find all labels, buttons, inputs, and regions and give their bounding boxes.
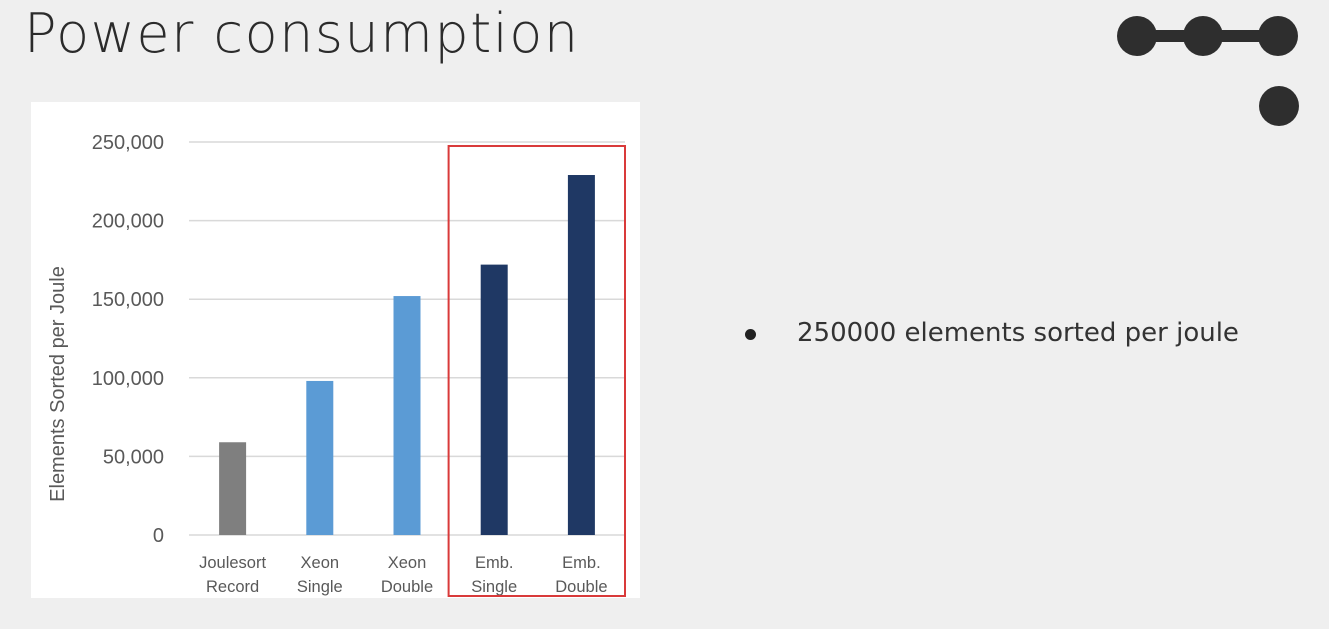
x-tick-label: Emb. [475, 554, 514, 572]
x-tick-label: Xeon [388, 554, 427, 572]
y-tick-label: 0 [153, 525, 164, 547]
slide-title: Power consumption [24, 2, 580, 65]
x-tick-label: Emb. [562, 554, 601, 572]
y-tick-label: 250,000 [92, 132, 164, 154]
chart-panel: 0 50,000 100,000 150,000 200,000 250,000 Joul… [31, 102, 640, 598]
y-tick-labels: 0 50,000 100,000 150,000 200,000 250,000 [92, 132, 164, 547]
bar [306, 380, 334, 535]
bullet-text: 250000 elements sorted per joule [797, 318, 1239, 348]
decorative-dots-icon [1117, 16, 1299, 126]
bar [219, 442, 247, 535]
x-tick-label: Double [381, 578, 433, 596]
bullet-item: 250000 elements sorted per joule [745, 318, 1239, 348]
y-tick-label: 50,000 [103, 446, 164, 468]
bar [393, 296, 421, 535]
bullet-dot-icon [745, 328, 756, 340]
bullet-list: 250000 elements sorted per joule [745, 318, 1239, 348]
y-tick-label: 200,000 [92, 211, 164, 233]
x-tick-label: Single [471, 578, 517, 596]
bar [480, 264, 508, 535]
y-tick-label: 100,000 [92, 368, 164, 390]
x-tick-label: Joulesort [199, 554, 266, 572]
x-tick-label: Double [555, 578, 607, 596]
x-tick-label: Record [206, 578, 259, 596]
x-tick-label: Xeon [301, 554, 340, 572]
y-axis-label: Elements Sorted per Joule [47, 266, 69, 502]
bars [219, 175, 595, 535]
y-tick-label: 150,000 [92, 289, 164, 311]
bar-chart: 0 50,000 100,000 150,000 200,000 250,000 Joul… [47, 132, 626, 597]
x-tick-labels: Joulesort Record Xeon Single Xeon Double Emb. S… [199, 554, 607, 596]
highlight-box [447, 145, 626, 597]
x-tick-label: Single [297, 578, 343, 596]
bar [567, 175, 595, 535]
